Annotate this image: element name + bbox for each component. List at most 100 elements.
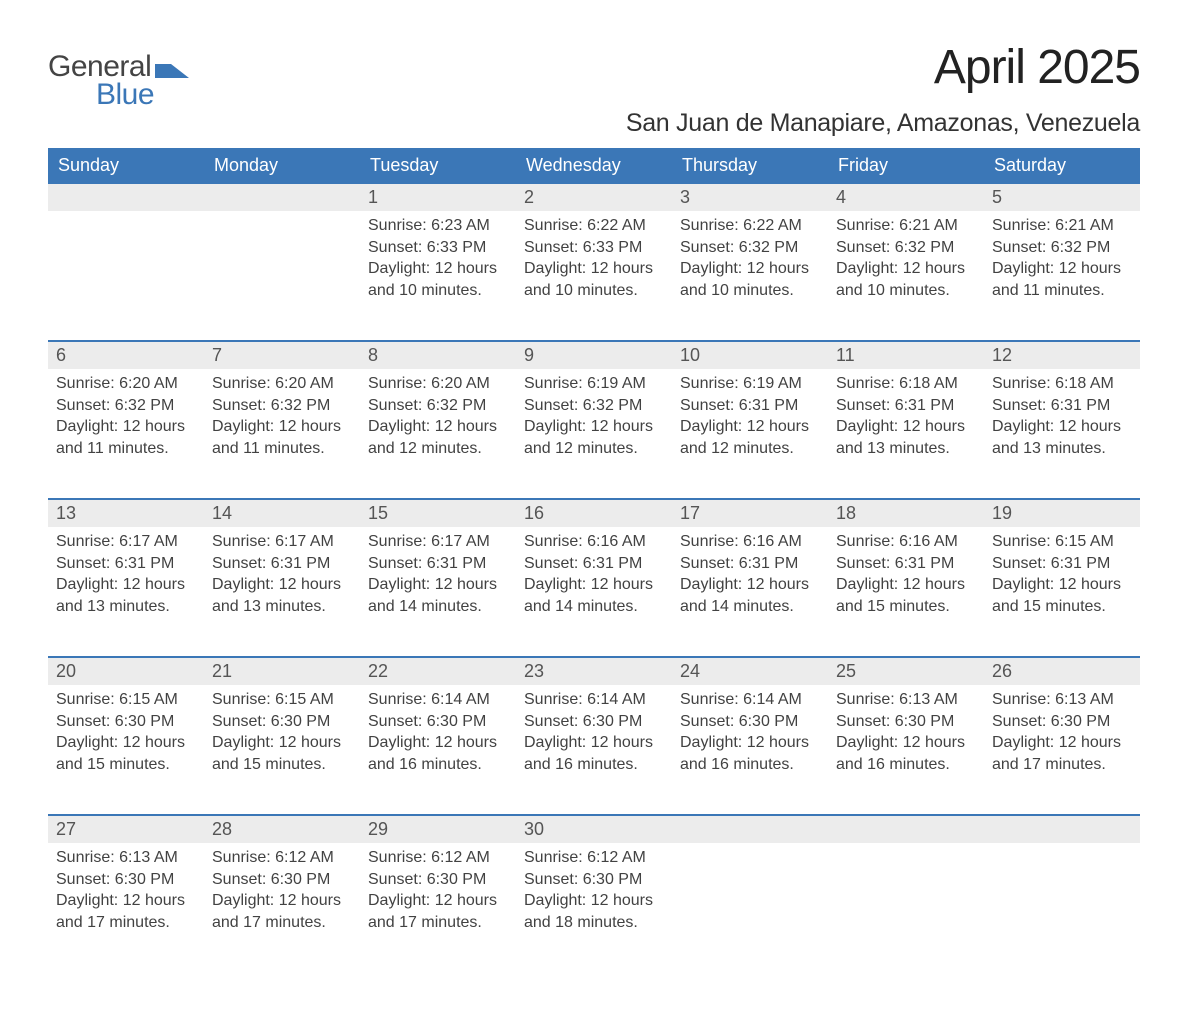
daylight-line1: Daylight: 12 hours [212, 416, 352, 438]
daylight-line2: and 16 minutes. [368, 754, 508, 776]
daylight-line2: and 11 minutes. [992, 280, 1132, 302]
daylight-line1: Daylight: 12 hours [524, 732, 664, 754]
day-body-cell: Sunrise: 6:19 AMSunset: 6:32 PMDaylight:… [516, 369, 672, 499]
daylight-line2: and 17 minutes. [56, 912, 196, 934]
daylight-line2: and 17 minutes. [368, 912, 508, 934]
daylight-line1: Daylight: 12 hours [56, 574, 196, 596]
day-number: 8 [368, 345, 378, 365]
day-body-cell [672, 843, 828, 973]
daylight-line1: Daylight: 12 hours [368, 258, 508, 280]
daylight-line1: Daylight: 12 hours [836, 258, 976, 280]
sunset-text: Sunset: 6:32 PM [524, 395, 664, 417]
day-body-cell: Sunrise: 6:13 AMSunset: 6:30 PMDaylight:… [48, 843, 204, 973]
daynum-row: 12345 [48, 184, 1140, 211]
day-number: 1 [368, 187, 378, 207]
calendar-table: Sunday Monday Tuesday Wednesday Thursday… [48, 148, 1140, 973]
day-number-cell: 8 [360, 341, 516, 369]
daylight-line1: Daylight: 12 hours [836, 574, 976, 596]
daylight-line2: and 12 minutes. [524, 438, 664, 460]
day-body-cell: Sunrise: 6:13 AMSunset: 6:30 PMDaylight:… [828, 685, 984, 815]
sunrise-text: Sunrise: 6:22 AM [680, 215, 820, 237]
sunset-text: Sunset: 6:31 PM [680, 553, 820, 575]
day-number: 20 [56, 661, 76, 681]
sunset-text: Sunset: 6:31 PM [680, 395, 820, 417]
day-number-cell: 27 [48, 815, 204, 843]
daylight-line2: and 12 minutes. [368, 438, 508, 460]
calendar-header-row: Sunday Monday Tuesday Wednesday Thursday… [48, 148, 1140, 184]
day-body-cell [48, 211, 204, 341]
day-number-cell: 9 [516, 341, 672, 369]
sunrise-text: Sunrise: 6:21 AM [992, 215, 1132, 237]
day-body-cell: Sunrise: 6:17 AMSunset: 6:31 PMDaylight:… [48, 527, 204, 657]
sunset-text: Sunset: 6:33 PM [524, 237, 664, 259]
sunrise-text: Sunrise: 6:15 AM [212, 689, 352, 711]
sunset-text: Sunset: 6:32 PM [368, 395, 508, 417]
sunrise-text: Sunrise: 6:18 AM [992, 373, 1132, 395]
title-block: April 2025 San Juan de Manapiare, Amazon… [626, 40, 1140, 138]
sunset-text: Sunset: 6:32 PM [212, 395, 352, 417]
day-number-cell: 23 [516, 657, 672, 685]
day-body-cell: Sunrise: 6:16 AMSunset: 6:31 PMDaylight:… [516, 527, 672, 657]
daylight-line2: and 15 minutes. [836, 596, 976, 618]
daynum-row: 27282930 [48, 815, 1140, 843]
day-number-cell: 13 [48, 499, 204, 527]
sunset-text: Sunset: 6:30 PM [680, 711, 820, 733]
daylight-line2: and 13 minutes. [56, 596, 196, 618]
daynum-row: 131415 16 1718 19 [48, 499, 1140, 527]
daylight-line2: and 10 minutes. [836, 280, 976, 302]
day-number: 19 [992, 503, 1012, 523]
daylight-line1: Daylight: 12 hours [524, 416, 664, 438]
sunrise-text: Sunrise: 6:13 AM [836, 689, 976, 711]
daybody-row: Sunrise: 6:20 AMSunset: 6:32 PMDaylight:… [48, 369, 1140, 499]
day-body-cell: Sunrise: 6:12 AMSunset: 6:30 PMDaylight:… [204, 843, 360, 973]
daylight-line1: Daylight: 12 hours [524, 574, 664, 596]
day-number: 12 [992, 345, 1012, 365]
daylight-line1: Daylight: 12 hours [368, 416, 508, 438]
daylight-line2: and 17 minutes. [992, 754, 1132, 776]
daylight-line1: Daylight: 12 hours [524, 890, 664, 912]
day-body-cell: Sunrise: 6:14 AMSunset: 6:30 PMDaylight:… [516, 685, 672, 815]
day-body-cell: Sunrise: 6:21 AMSunset: 6:32 PMDaylight:… [828, 211, 984, 341]
daylight-line1: Daylight: 12 hours [992, 416, 1132, 438]
sunset-text: Sunset: 6:31 PM [992, 553, 1132, 575]
daylight-line1: Daylight: 12 hours [56, 416, 196, 438]
day-body-cell: Sunrise: 6:14 AMSunset: 6:30 PMDaylight:… [360, 685, 516, 815]
weekday-header: Monday [204, 148, 360, 184]
day-body-cell [984, 843, 1140, 973]
sunrise-text: Sunrise: 6:15 AM [56, 689, 196, 711]
daybody-row: Sunrise: 6:15 AMSunset: 6:30 PMDaylight:… [48, 685, 1140, 815]
daylight-line2: and 11 minutes. [56, 438, 196, 460]
daylight-line2: and 15 minutes. [56, 754, 196, 776]
day-number-cell: 6 [48, 341, 204, 369]
day-number-cell: 18 [828, 499, 984, 527]
weekday-header: Wednesday [516, 148, 672, 184]
day-number-cell: 5 [984, 184, 1140, 211]
brand-word-2: Blue [96, 80, 189, 110]
sunrise-text: Sunrise: 6:20 AM [368, 373, 508, 395]
day-body-cell [204, 211, 360, 341]
day-body-cell: Sunrise: 6:16 AMSunset: 6:31 PMDaylight:… [828, 527, 984, 657]
day-number-cell: 15 [360, 499, 516, 527]
sunrise-text: Sunrise: 6:17 AM [56, 531, 196, 553]
day-number: 25 [836, 661, 856, 681]
month-title: April 2025 [626, 40, 1140, 95]
day-number-cell: 17 [672, 499, 828, 527]
sunrise-text: Sunrise: 6:21 AM [836, 215, 976, 237]
daylight-line1: Daylight: 12 hours [368, 732, 508, 754]
day-number-cell: 1 [360, 184, 516, 211]
day-number: 16 [524, 503, 544, 523]
sunset-text: Sunset: 6:32 PM [836, 237, 976, 259]
day-body-cell: Sunrise: 6:20 AMSunset: 6:32 PMDaylight:… [48, 369, 204, 499]
sunset-text: Sunset: 6:31 PM [524, 553, 664, 575]
day-body-cell: Sunrise: 6:23 AMSunset: 6:33 PMDaylight:… [360, 211, 516, 341]
sunrise-text: Sunrise: 6:18 AM [836, 373, 976, 395]
day-number-cell: 14 [204, 499, 360, 527]
daylight-line1: Daylight: 12 hours [212, 890, 352, 912]
sunrise-text: Sunrise: 6:19 AM [524, 373, 664, 395]
daylight-line1: Daylight: 12 hours [368, 574, 508, 596]
page: General Blue April 2025 San Juan de Mana… [0, 0, 1188, 1021]
daylight-line2: and 18 minutes. [524, 912, 664, 934]
daylight-line1: Daylight: 12 hours [680, 574, 820, 596]
sunset-text: Sunset: 6:30 PM [56, 711, 196, 733]
sunset-text: Sunset: 6:32 PM [992, 237, 1132, 259]
